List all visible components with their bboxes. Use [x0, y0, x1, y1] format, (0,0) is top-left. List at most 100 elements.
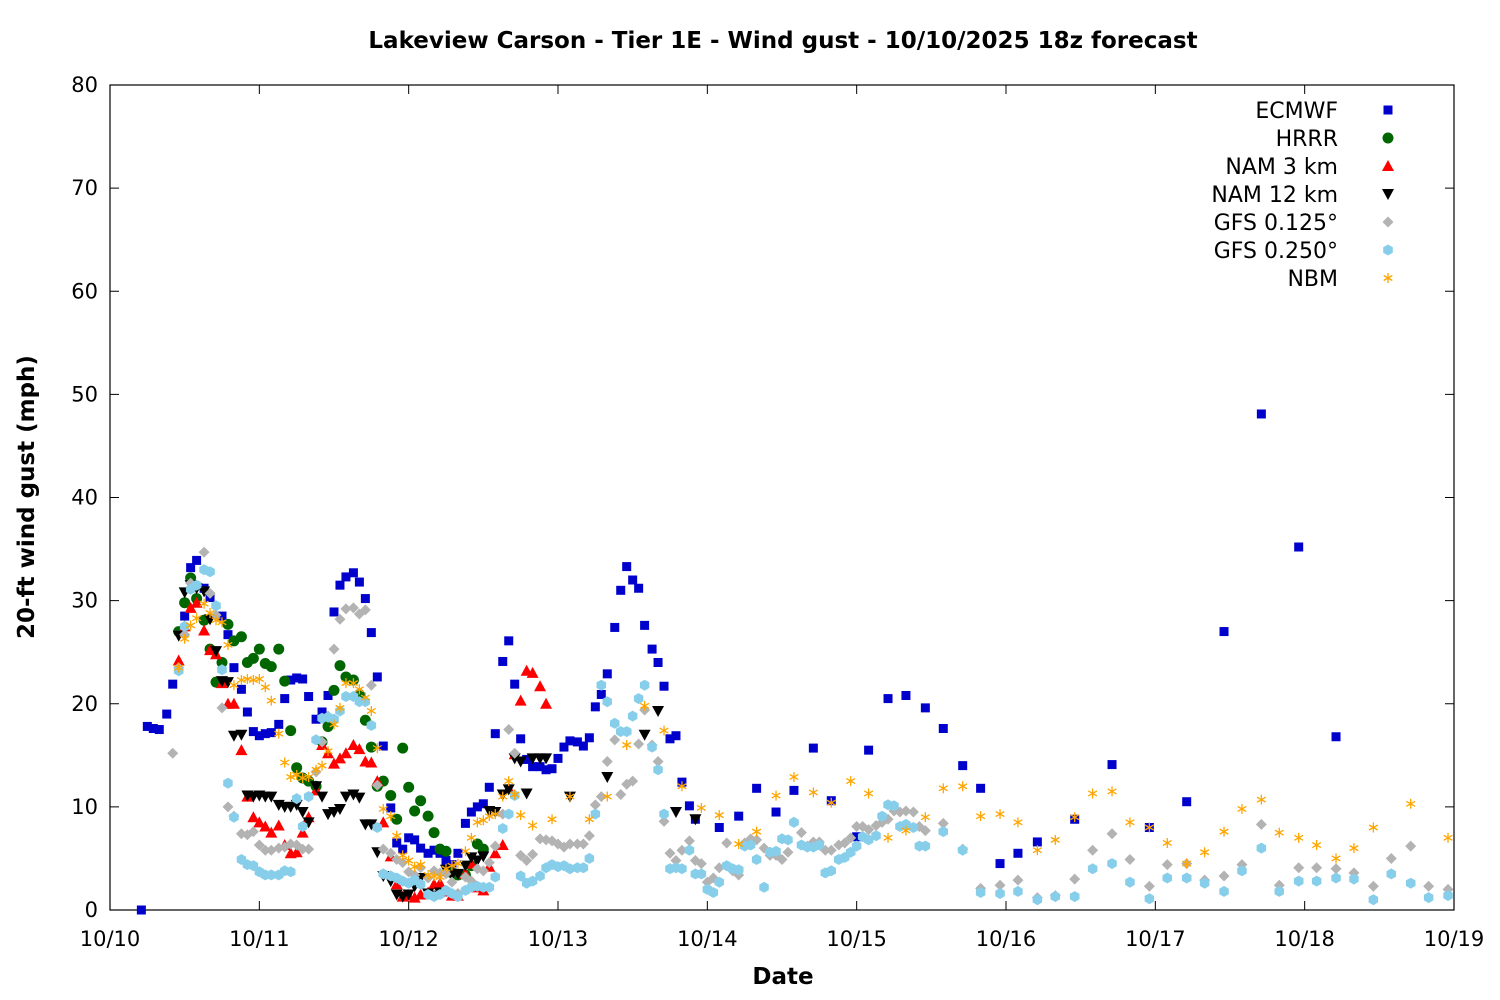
data-point-gfs-0-125: [1311, 862, 1323, 874]
data-point-ecmwf: [298, 674, 308, 684]
asterisk-stroke: [584, 816, 595, 823]
data-point-ecmwf: [522, 754, 532, 764]
asterisk-stroke: [1182, 860, 1192, 867]
data-point-gfs-0-250: [1162, 872, 1172, 884]
data-point-nam-3-km: [534, 680, 547, 692]
asterisk-stroke: [1070, 814, 1080, 821]
asterisk-stroke: [1144, 824, 1155, 831]
asterisk-stroke: [498, 793, 508, 800]
data-point-ecmwf: [1107, 760, 1117, 770]
asterisk-stroke: [1274, 829, 1284, 836]
data-point-gfs-0-125: [1106, 828, 1118, 840]
data-point-nbm: [504, 776, 514, 787]
data-point-gfs-0-125: [919, 825, 931, 837]
legend-marker: [1382, 160, 1394, 171]
data-point-nbm: [1237, 803, 1247, 814]
data-point-ecmwf: [1256, 409, 1266, 419]
data-point-gfs-0-250: [372, 822, 383, 833]
data-point-gfs-0-250: [1423, 892, 1434, 904]
legend-label: HRRR: [1276, 127, 1338, 152]
asterisk-stroke: [280, 759, 290, 766]
data-point-ecmwf: [192, 555, 202, 565]
data-point-gfs-0-250: [908, 822, 919, 833]
asterisk-stroke: [254, 675, 264, 683]
data-point-gfs-0-250: [223, 777, 233, 789]
data-point-gfs-0-250: [975, 887, 986, 898]
data-point-nbm: [846, 776, 856, 787]
data-point-nbm: [1406, 798, 1416, 809]
data-point-gfs-0-250: [453, 891, 463, 903]
data-point-ecmwf: [572, 737, 582, 747]
data-point-hrrr: [440, 845, 452, 857]
asterisk-stroke: [185, 622, 196, 629]
data-point-gfs-0-250: [329, 713, 339, 725]
asterisk-stroke: [1311, 841, 1322, 849]
data-point-gfs-0-125: [571, 838, 583, 850]
data-point-gfs-0-250: [1013, 885, 1023, 897]
data-point-ecmwf: [335, 580, 345, 590]
data-point-ecmwf: [386, 803, 396, 813]
asterisk-stroke: [1125, 819, 1135, 826]
data-point-ecmwf: [484, 782, 494, 792]
data-point-gfs-0-250: [490, 871, 500, 883]
data-point-hrrr: [391, 813, 403, 825]
data-point-gfs-0-125: [633, 738, 645, 750]
data-point-ecmwf: [1219, 627, 1229, 637]
x-tick-label: 10/19: [1424, 927, 1485, 951]
data-point-hrrr: [385, 790, 397, 802]
data-point-nbm: [1087, 788, 1098, 799]
data-point-gfs-0-125: [1367, 880, 1379, 892]
data-point-hrrr: [291, 762, 303, 774]
data-point-nbm: [1013, 817, 1023, 828]
data-point-nbm: [242, 674, 253, 684]
data-point-gfs-0-250: [291, 793, 302, 805]
data-point-ecmwf: [329, 607, 339, 617]
data-point-ecmwf: [286, 675, 296, 685]
data-point-ecmwf: [472, 802, 482, 812]
asterisk-stroke: [242, 675, 253, 683]
data-point-gfs-0-250: [1331, 872, 1341, 884]
data-point-nbm: [547, 814, 557, 825]
asterisk-stroke: [398, 852, 408, 859]
data-point-nbm: [297, 773, 308, 783]
data-point-gfs-0-250: [633, 693, 644, 705]
data-point-ecmwf: [714, 823, 724, 832]
data-point-nam-12-km: [465, 852, 478, 864]
data-point-nbm: [1162, 837, 1172, 848]
asterisk-stroke: [846, 778, 856, 785]
asterisk-stroke: [639, 702, 650, 709]
data-point-nbm: [260, 682, 270, 693]
asterisk-stroke: [714, 812, 724, 819]
y-tick-label: 60: [71, 279, 98, 303]
data-point-nbm: [460, 846, 471, 857]
data-point-nbm: [398, 850, 408, 861]
data-point-ecmwf: [348, 568, 358, 578]
data-point-gfs-0-250: [627, 710, 638, 722]
data-point-ecmwf: [323, 691, 333, 700]
data-point-nbm: [1311, 840, 1322, 851]
data-point-nbm: [527, 820, 538, 831]
data-point-gfs-0-250: [708, 887, 719, 898]
data-point-gfs-0-250: [938, 826, 948, 838]
data-point-nam-12-km: [310, 781, 323, 793]
asterisk-stroke: [409, 863, 420, 870]
asterisk-stroke: [392, 832, 402, 839]
data-point-nbm: [714, 810, 724, 821]
data-point-nam-12-km: [365, 819, 378, 831]
data-point-nbm: [174, 662, 184, 673]
data-point-gfs-0-125: [670, 855, 682, 866]
data-point-nbm: [205, 608, 215, 618]
data-point-nam-3-km: [204, 644, 217, 656]
data-point-gfs-0-250: [1032, 894, 1043, 906]
data-point-gfs-0-125: [782, 846, 794, 858]
data-point-ecmwf: [466, 807, 476, 817]
data-point-gfs-0-250: [535, 870, 545, 882]
asterisk-stroke: [1013, 819, 1023, 826]
data-point-gfs-0-250: [211, 600, 221, 612]
asterisk-stroke: [205, 609, 215, 617]
x-tick-label: 10/17: [1125, 927, 1186, 951]
data-point-gfs-0-125: [1255, 818, 1267, 830]
data-point-gfs-0-250: [696, 868, 707, 880]
data-point-ecmwf: [634, 583, 644, 593]
data-point-gfs-0-125: [1385, 852, 1397, 864]
